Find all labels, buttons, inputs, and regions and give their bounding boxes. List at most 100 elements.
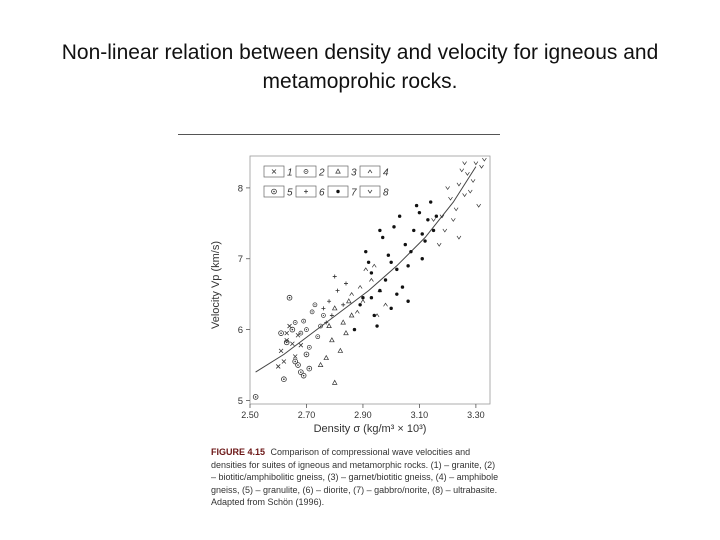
legend-label: 7 (351, 188, 357, 199)
legend-label: 1 (287, 168, 293, 179)
data-point-series-8 (453, 207, 459, 212)
data-point-series-1 (275, 364, 281, 369)
data-point-series-7 (352, 327, 357, 332)
legend-box (359, 185, 381, 198)
figure-caption: FIGURE 4.15 Comparison of compressional … (211, 446, 501, 509)
data-point-series-2 (321, 313, 326, 318)
data-point-series-8 (462, 193, 467, 198)
y-axis-ticks: 5 6 7 8 (238, 183, 250, 407)
data-point-series-7 (406, 264, 410, 268)
data-point-series-7 (426, 218, 430, 222)
data-point-series-8 (470, 179, 476, 183)
data-point-series-6 (344, 281, 348, 286)
data-point-series-7 (420, 257, 424, 261)
figure-caption-text: Comparison of compressional wave velocit… (211, 447, 499, 508)
data-point-series-5 (289, 326, 296, 333)
data-point-series-4 (371, 263, 377, 268)
data-point-series-4 (360, 299, 366, 303)
data-point-series-1 (295, 332, 301, 338)
data-point-series-7 (383, 278, 388, 282)
legend-marker-2 (303, 169, 309, 174)
data-point-series-7 (397, 214, 402, 218)
data-point-series-5 (281, 376, 287, 383)
chart-legend: 1 2 3 4 5 6 7 8 (263, 165, 389, 199)
x-axis-ticks: 2.50 2.70 2.90 3.10 3.30 (241, 404, 485, 420)
data-point-series-8 (456, 182, 462, 187)
y-tick-label: 6 (238, 325, 243, 336)
legend-label: 8 (383, 188, 389, 199)
data-point-series-2 (318, 323, 323, 329)
data-point-series-5 (278, 330, 284, 336)
data-point-series-8 (448, 196, 453, 201)
data-point-series-3 (348, 312, 355, 318)
data-point-series-2 (304, 327, 309, 332)
data-point-series-7 (375, 324, 379, 328)
legend-label: 4 (383, 168, 389, 179)
data-point-series-8 (476, 203, 481, 208)
data-point-series-6 (329, 313, 334, 318)
data-point-series-8 (439, 214, 445, 219)
data-point-series-5 (283, 339, 290, 346)
data-point-series-7 (389, 306, 393, 311)
legend-marker-3 (335, 168, 341, 174)
data-point-series-5 (306, 365, 313, 372)
legend-item-3: 3 (327, 165, 357, 179)
data-point-series-7 (366, 260, 371, 264)
data-point-series-4 (363, 267, 369, 272)
slide-title-line-1: Non-linear relation between density and … (61, 41, 659, 64)
data-point-series-1 (278, 348, 284, 354)
data-point-series-3 (317, 361, 324, 367)
data-point-series-5 (292, 358, 298, 365)
legend-item-4: 4 (359, 165, 389, 179)
data-point-series-7 (403, 242, 407, 247)
data-point-series-5 (298, 369, 304, 375)
data-point-series-8 (467, 189, 473, 194)
data-point-series-1 (284, 330, 289, 336)
legend-marker-4 (367, 169, 373, 174)
legend-label: 3 (351, 168, 357, 179)
data-point-series-7 (429, 200, 433, 204)
data-point-series-7 (400, 285, 405, 289)
data-point-series-3 (331, 379, 338, 385)
data-point-series-3 (346, 298, 352, 304)
data-point-series-4 (369, 277, 374, 282)
x-tick-label: 3.30 (467, 410, 485, 420)
legend-item-6: 6 (295, 185, 325, 199)
slide-title: Non-linear relation between density and … (20, 38, 700, 96)
data-point-series-3 (329, 337, 335, 343)
data-point-series-7 (412, 228, 416, 233)
data-point-series-7 (381, 235, 385, 240)
legend-box (359, 165, 381, 178)
data-point-series-4 (355, 309, 360, 314)
data-point-series-7 (395, 292, 399, 296)
data-point-series-8 (456, 235, 462, 240)
slide-title-line-2: metamoprohic rocks. (262, 70, 458, 93)
data-point-series-7 (417, 210, 422, 215)
data-point-series-7 (392, 225, 396, 229)
data-point-series-8 (459, 168, 465, 173)
data-point-series-7 (372, 313, 376, 318)
data-point-series-3 (323, 354, 330, 360)
legend-item-2: 2 (295, 165, 325, 179)
data-point-series-7 (423, 239, 427, 243)
x-tick-label: 2.50 (241, 410, 259, 420)
legend-marker-5 (271, 188, 277, 195)
legend-marker-7 (336, 189, 340, 194)
data-point-series-4 (383, 302, 388, 307)
data-point-series-2 (292, 320, 298, 325)
y-axis-label: Velocity Vp (km/s) (210, 241, 222, 329)
data-point-series-8 (451, 218, 456, 222)
data-point-series-1 (290, 341, 295, 347)
data-point-series-7 (364, 249, 368, 254)
y-tick-label: 8 (238, 183, 243, 194)
data-point-series-2 (301, 318, 306, 324)
legend-marker-1 (271, 169, 277, 174)
data-point-series-5 (295, 362, 301, 368)
data-point-series-6 (332, 274, 337, 279)
y-tick-label: 7 (238, 254, 243, 265)
data-point-series-5 (300, 372, 307, 379)
data-point-series-8 (462, 161, 467, 166)
data-point-series-6 (321, 306, 326, 311)
data-point-series-6 (341, 302, 346, 307)
trend-curve (255, 166, 477, 373)
